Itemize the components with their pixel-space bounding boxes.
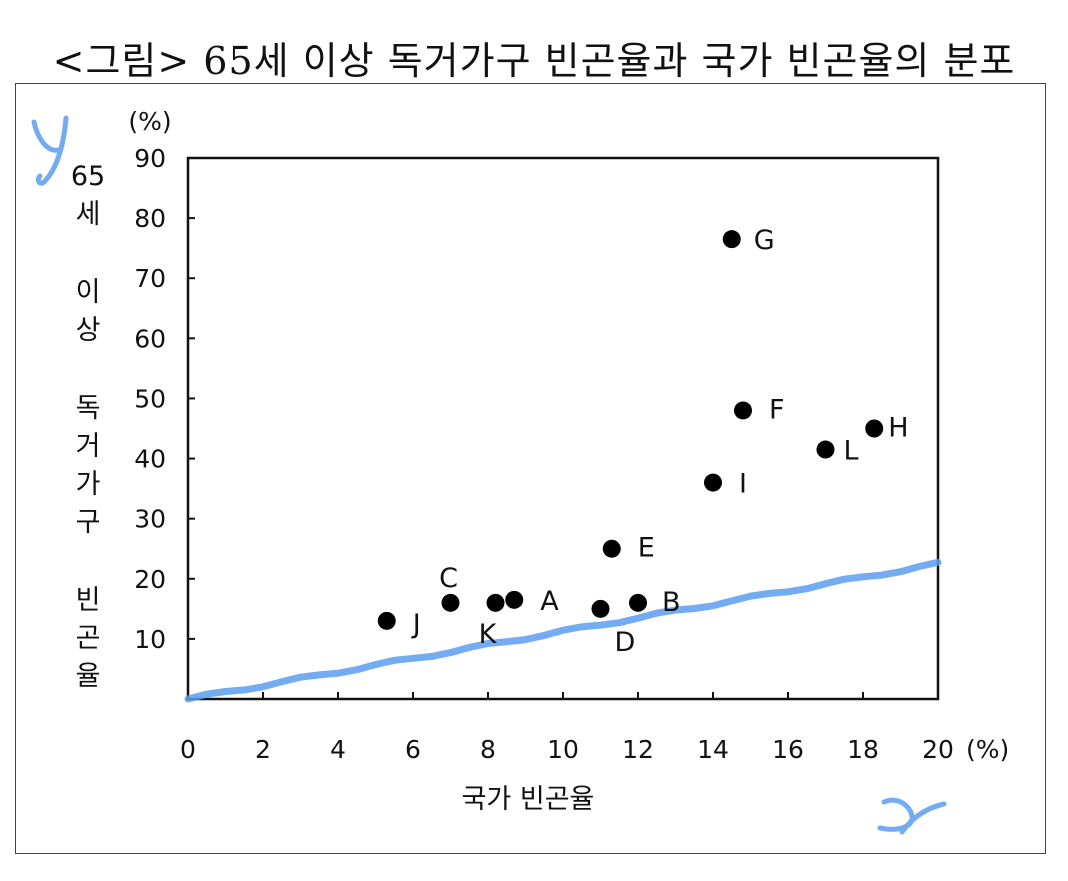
y-axis-title-char: 이 <box>75 277 101 308</box>
data-point-g <box>722 230 741 249</box>
data-label-f: F <box>769 394 785 425</box>
data-label-d: D <box>615 627 636 658</box>
y-tick-label: 10 <box>134 625 166 654</box>
data-point-j <box>377 611 396 630</box>
data-point-h <box>865 419 884 438</box>
x-tick-label: 10 <box>547 735 579 764</box>
data-label-l: L <box>844 436 859 467</box>
handwritten-y-mark <box>31 115 69 186</box>
y-tick-label: 60 <box>134 324 166 353</box>
x-tick-label: 14 <box>697 735 729 764</box>
data-label-g: G <box>754 225 775 256</box>
plot-area <box>186 156 940 701</box>
x-tick-label: 2 <box>255 735 271 764</box>
data-point-k <box>486 593 505 612</box>
data-label-c: C <box>439 563 458 594</box>
x-axis-title: 국가 빈곤율 <box>462 784 595 815</box>
data-label-e: E <box>638 533 655 564</box>
reference-line <box>184 558 942 703</box>
data-point-c <box>441 593 460 612</box>
data-label-h: H <box>888 413 908 444</box>
x-tick-label: 16 <box>772 735 804 764</box>
y-axis-title-char: 65 <box>70 161 106 192</box>
y-axis-title-char: 율 <box>75 661 101 692</box>
y-axis-title-char: 가 <box>75 469 101 500</box>
y-axis-title-char: 상 <box>75 315 101 346</box>
data-label-b: B <box>662 587 681 618</box>
data-label-i: I <box>739 469 747 500</box>
data-point-e <box>602 539 621 558</box>
data-point-b <box>629 593 647 612</box>
y-axis-title-char: 빈 <box>75 585 101 616</box>
x-tick-label: 0 <box>180 735 196 764</box>
data-point-f <box>734 401 752 420</box>
y-axis-title-char: 독 <box>75 393 101 424</box>
y-tick-label: 30 <box>134 505 166 534</box>
data-label-j: J <box>411 609 421 640</box>
chart-title: <그림> 65세 이상 독거가구 빈곤율과 국가 빈곤율의 분포 <box>52 39 1016 83</box>
x-tick-label: 6 <box>405 735 421 764</box>
y-tick-label: 70 <box>134 264 166 293</box>
chart-frame <box>15 83 1046 854</box>
handwritten-x-mark <box>877 797 947 835</box>
y-axis-title-char: 세 <box>75 199 101 230</box>
data-point-d <box>591 599 610 618</box>
y-tick-label: 20 <box>134 565 166 594</box>
y-axis-title-char: 곤 <box>75 623 101 654</box>
y-tick-label: 80 <box>134 204 166 233</box>
x-tick-label: 20 <box>922 735 954 764</box>
y-tick-label: 50 <box>134 384 166 413</box>
y-axis-title-char: 구 <box>75 507 101 538</box>
data-label-k: K <box>479 619 498 650</box>
y-axis-title-char: 거 <box>75 431 101 462</box>
x-tick-label: 18 <box>847 735 879 764</box>
x-axis-unit: (%) <box>966 735 1009 764</box>
data-label-a: A <box>540 586 559 617</box>
data-point-l <box>816 440 835 459</box>
data-point-i <box>704 473 722 492</box>
x-tick-label: 12 <box>622 735 654 764</box>
y-tick-label: 40 <box>134 445 166 474</box>
x-tick-label: 4 <box>330 735 346 764</box>
x-tick-label: 8 <box>480 735 496 764</box>
y-tick-label: 90 <box>134 144 166 173</box>
data-point-a <box>505 590 524 609</box>
y-axis-unit: (%) <box>128 107 171 136</box>
